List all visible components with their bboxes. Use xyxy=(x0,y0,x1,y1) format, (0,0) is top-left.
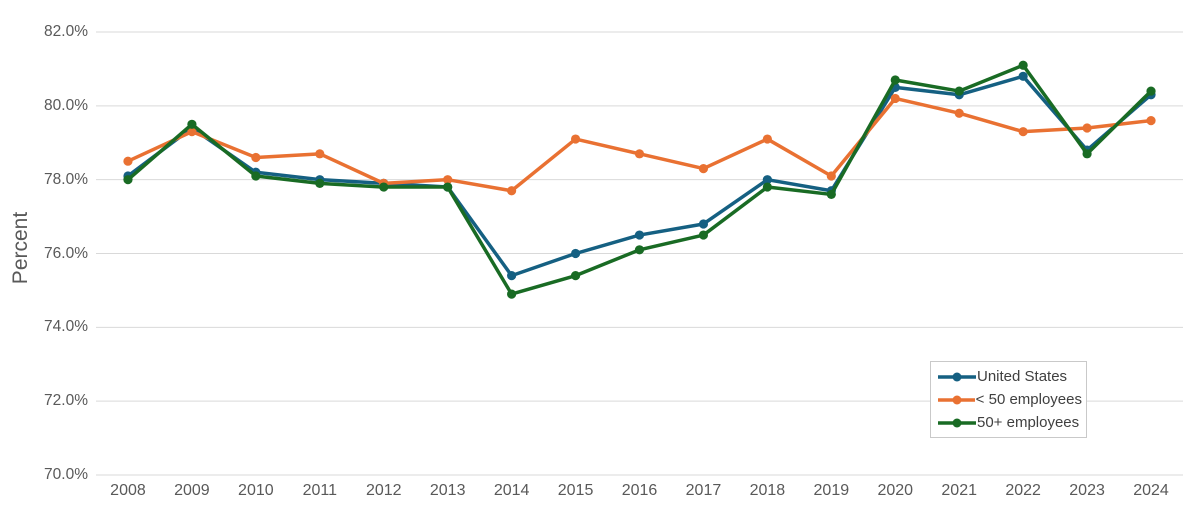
data-point-50-employees xyxy=(1018,60,1028,70)
x-tick-label: 2019 xyxy=(813,482,850,499)
legend-item-50-employees: 50+ employees xyxy=(938,414,1082,431)
y-tick-label: 72.0% xyxy=(44,392,88,410)
legend-item-50-employees: < 50 employees xyxy=(938,391,1082,408)
x-tick-label: 2009 xyxy=(174,482,210,499)
x-tick-label: 2008 xyxy=(110,482,146,499)
x-tick-label: 2020 xyxy=(877,482,914,499)
data-point-50-employees xyxy=(890,93,900,104)
data-point-united-states xyxy=(1018,71,1028,81)
data-point-50-employees xyxy=(1018,127,1028,137)
data-point-50-employees xyxy=(1082,123,1092,133)
y-tick-label: 70.0% xyxy=(44,466,88,483)
data-point-50-employees xyxy=(826,171,836,181)
legend-marker-icon xyxy=(952,372,962,381)
data-point-50-employees xyxy=(698,230,709,240)
data-point-50-employees xyxy=(762,134,772,144)
data-point-50-employees xyxy=(570,271,581,281)
legend-label: 50+ employees xyxy=(977,414,1080,431)
x-tick-label: 2013 xyxy=(429,482,466,499)
data-point-50-employees xyxy=(123,175,133,185)
x-tick-label: 2016 xyxy=(621,482,658,499)
data-point-50-employees xyxy=(634,245,645,255)
data-point-50-employees xyxy=(379,182,389,192)
data-point-50-employees xyxy=(315,149,325,159)
data-point-50-employees xyxy=(698,163,709,174)
data-point-50-employees xyxy=(1146,116,1156,126)
legend: United States < 50 employees 50+ employees xyxy=(930,361,1087,438)
data-point-50-employees xyxy=(443,175,453,185)
data-point-50-employees xyxy=(187,127,197,137)
x-tick-label: 2023 xyxy=(1069,482,1105,499)
data-point-50-employees xyxy=(507,289,517,299)
x-tick-label: 2017 xyxy=(685,482,722,499)
y-tick-label: 80.0% xyxy=(44,96,88,114)
data-point-50-employees xyxy=(251,171,261,181)
data-point-50-employees xyxy=(251,152,261,163)
data-point-50-employees xyxy=(315,178,325,188)
data-point-50-employees xyxy=(123,156,133,166)
x-tick-label: 2014 xyxy=(493,482,530,499)
x-tick-label: 2018 xyxy=(749,482,786,499)
data-point-50-employees xyxy=(443,182,453,192)
legend-marker-icon xyxy=(952,395,962,404)
y-tick-label: 76.0% xyxy=(44,244,88,262)
legend-swatch-50-employees xyxy=(938,395,975,404)
x-tick-label: 2010 xyxy=(238,482,274,499)
data-point-united-states xyxy=(570,248,581,259)
x-tick-label: 2015 xyxy=(557,482,594,499)
legend-label: < 50 employees xyxy=(975,391,1082,408)
data-point-50-employees xyxy=(507,186,517,196)
legend-marker-icon xyxy=(952,418,962,427)
data-point-50-employees xyxy=(634,149,645,159)
x-tick-label: 2011 xyxy=(302,482,337,499)
data-point-50-employees xyxy=(890,75,900,85)
x-tick-label: 2021 xyxy=(941,482,977,499)
data-point-united-states xyxy=(507,271,517,281)
legend-item-united-states: United States xyxy=(938,368,1082,385)
legend-swatch-50-employees xyxy=(938,418,976,427)
data-point-50-employees xyxy=(1082,149,1092,159)
data-point-united-states xyxy=(762,175,772,185)
x-tick-label: 2012 xyxy=(365,482,402,499)
y-tick-label: 82.0% xyxy=(44,23,88,40)
x-tick-label: 2022 xyxy=(1005,482,1041,499)
data-point-united-states xyxy=(698,219,709,229)
y-tick-label: 74.0% xyxy=(44,318,88,336)
data-point-50-employees xyxy=(570,134,581,144)
data-point-50-employees xyxy=(954,108,964,118)
data-point-50-employees xyxy=(187,119,197,129)
x-tick-label: 2024 xyxy=(1133,482,1169,499)
data-point-50-employees xyxy=(826,189,836,200)
y-tick-label: 78.0% xyxy=(44,170,88,188)
data-point-50-employees xyxy=(954,86,964,96)
data-point-50-employees xyxy=(1146,86,1156,96)
legend-label: United States xyxy=(977,368,1068,385)
data-point-united-states xyxy=(634,230,645,240)
data-point-50-employees xyxy=(762,182,772,192)
legend-swatch-united-states xyxy=(938,372,976,381)
